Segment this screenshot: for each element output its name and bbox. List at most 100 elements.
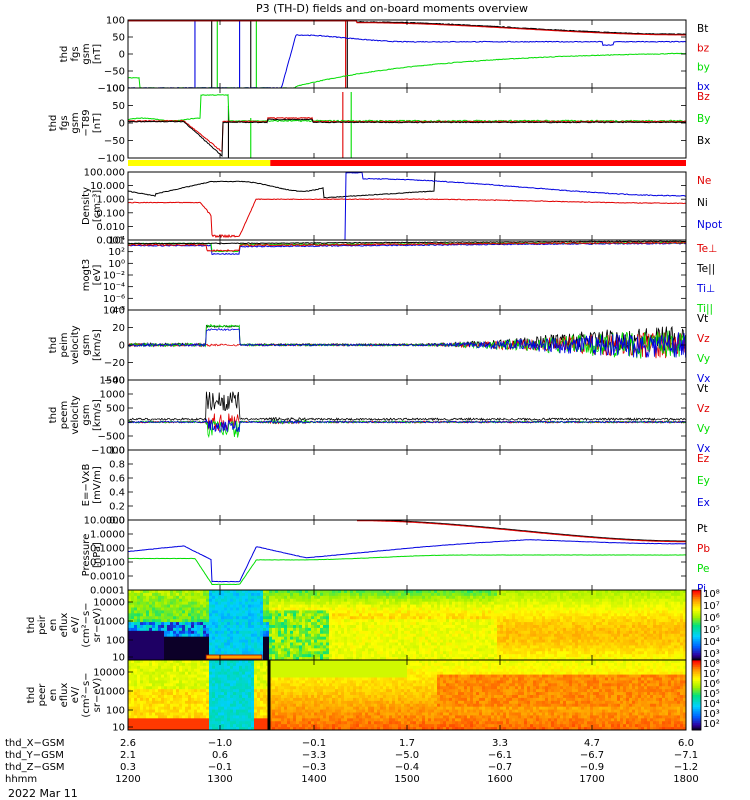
panel-pressure-line-pe [128, 554, 687, 586]
x-axis-row-label: thd_Z−GSM [5, 762, 65, 773]
panel-fgs-gsm-t89-ytick: −100 [98, 154, 125, 165]
panel-peir-en-colorbar-tick: 10⁴ [703, 637, 720, 648]
panel-fgs-gsm-t89-legend-0: Bz [697, 91, 710, 103]
x-axis-value: 1800 [673, 774, 698, 785]
x-axis-value: 1700 [579, 774, 604, 785]
panel-peem-velocity-line-vt [127, 391, 686, 423]
x-axis-value: 1.7 [399, 738, 415, 749]
panel-fgs-gsm-ytick: 100 [106, 16, 125, 27]
panel-peim-velocity-line-vy [127, 324, 686, 359]
panel-peem-velocity-legend-1: Vz [697, 403, 710, 415]
panel-temperature-ytick: 10⁰ [108, 259, 125, 270]
panel-pressure: 10.0000 1.0000 0.1000 0.0100 0.0010 0.0001 Pre… [81, 516, 710, 597]
panel-fgs-gsm: 100 50 0 −50 −100 thdfgsgsm[nT] Bt bz by bx [59, 16, 710, 95]
x-axis-value: 1200 [115, 774, 140, 785]
mode-bar-slow [128, 160, 271, 166]
panel-peir-en-energy-marker [205, 654, 263, 660]
panel-efield-ytick: 0.4 [109, 488, 125, 499]
x-axis-row-label: thd_Y−GSM [5, 750, 64, 761]
panel-density-ytick: 1.000 [96, 195, 125, 206]
panel-peim-velocity-legend-0: Vt [697, 313, 708, 325]
panel-peem-velocity-ytick: 0 [119, 418, 125, 429]
panel-peim-velocity-ytick: 20 [112, 323, 125, 334]
panel-peer-en-ytick: 100 [106, 706, 125, 717]
panel-density-ylabel: Density[cm⁻³] [81, 187, 103, 225]
x-axis-value: −0.9 [580, 762, 604, 773]
panel-temperature-legend-1: Te|| [696, 263, 715, 275]
panel-pressure-ytick: 1.0000 [90, 530, 125, 541]
panel-pressure-ytick: 0.0010 [90, 572, 125, 583]
panel-peir-en-ylabel: thdpeirenefluxeV/(cm²−s−sr−eV) [26, 602, 103, 647]
panel-peir-en-ytick: 1000 [100, 617, 125, 628]
panel-temperature-ytick: 10⁻² [103, 271, 125, 282]
panel-fgs-gsm-t89-line-by [128, 93, 687, 123]
x-axis-value: −1.0 [208, 738, 232, 749]
panel-temperature-ytick: 10⁻⁸ [103, 306, 125, 317]
panel-temperature-ylabel: mogt3[eV] [81, 259, 103, 292]
x-axis-value: −3.3 [302, 750, 326, 761]
panel-pressure-ytick: 10.0000 [84, 516, 125, 527]
panel-peir-en-colorbar-tick: 10⁷ [703, 601, 720, 612]
panel-fgs-gsm-ytick: 0 [119, 50, 125, 61]
x-axis-value: −0.1 [302, 738, 326, 749]
panel-pressure-ytick: 0.1000 [90, 544, 125, 555]
panel-temperature-legend-0: Te⊥ [696, 243, 717, 255]
x-axis-annotations: thd_X−GSM 2.6 −1.0 −0.1 1.7 3.3 4.7 6.0 thd_Y−GS… [5, 738, 699, 785]
panel-density: 100.000 10.000 1.000 0.100 0.010 0.001 Density… [81, 168, 722, 247]
panel-peim-velocity-legend-1: Vz [697, 333, 710, 345]
panel-peem-velocity-ylabel: thdpeemvelocitygsm[km/s] [48, 395, 103, 434]
x-axis-value: −6.7 [580, 750, 604, 761]
panel-density-line-npot [342, 171, 686, 241]
x-axis-value: −0.1 [208, 762, 232, 773]
panel-efield: 1.0 0.8 0.6 0.4 0.2 0.0 E=−VxB[mV/m] Ez Ey Ex [81, 446, 710, 527]
panel-peer-en-colorbar-tick: 10⁴ [703, 699, 720, 710]
panel-peem-velocity-legend-0: Vt [697, 383, 708, 395]
x-axis-value: 1300 [207, 774, 232, 785]
panel-efield-ytick: 0.2 [109, 502, 125, 513]
panel-fgs-gsm-t89-ytick: −50 [104, 136, 125, 147]
panel-peer-en-colorbar [691, 659, 702, 731]
panel-peim-velocity-ytick: −40 [104, 376, 125, 387]
panel-efield-legend-1: Ey [697, 475, 710, 487]
panel-temperature-legend-2: Ti⊥ [696, 283, 715, 295]
panel-pressure-ytick: 0.0001 [90, 586, 125, 597]
panel-peem-velocity-line-vx [127, 418, 686, 434]
panel-fgs-gsm-legend-3: bx [697, 81, 710, 93]
panel-fgs-gsm-legend-2: by [697, 62, 710, 74]
x-axis-value: 1500 [394, 774, 419, 785]
panel-pressure-legend-2: Pe [697, 563, 709, 575]
panel-fgs-gsm-t89-ytick: 100 [106, 84, 125, 95]
panel-peir-en-colorbar-tick: 10⁵ [703, 625, 720, 636]
x-axis-value: 6.0 [678, 738, 694, 749]
panel-density-ytick: 0.010 [96, 222, 125, 233]
panel-peim-velocity-ytick: 0 [119, 341, 125, 352]
panel-density-ytick: 0.001 [96, 236, 125, 247]
panel-peir-en-ytick: 10000 [93, 598, 125, 609]
panel-pressure-line-pi [127, 539, 687, 583]
panel-peem-velocity: 1500 1000 500 0 −500 −1000 thdpeemvelocitygsm[… [48, 376, 710, 457]
panel-fgs-gsm-t89-legend-1: By [697, 113, 710, 125]
x-axis-value: 2.1 [120, 750, 136, 761]
panel-temperature-ytick: 10⁴ [108, 236, 125, 247]
panel-fgs-gsm-t89: 100 50 0 −50 −100 thdfgsgsm−T89[nT] Bz By Bx [48, 84, 710, 165]
panel-efield-ytick: 0.8 [109, 460, 125, 471]
panel-fgs-gsm-t89-line-bx [127, 118, 687, 157]
panel-efield-ytick: 0.6 [109, 474, 125, 485]
panel-peer-en-colorbar-tick: 10⁷ [703, 669, 720, 680]
panel-fgs-gsm-ytick: −100 [98, 84, 125, 95]
panel-efield-ylabel: E=−VxB[mV/m] [81, 464, 103, 507]
panel-peer-en-ylabel: thdpeerenefluxeV/(cm²−s−sr−eV) [26, 672, 103, 717]
panel-peim-velocity-legend-3: Vx [697, 373, 710, 385]
panel-peer-en-colorbar-tick: 10³ [703, 709, 720, 720]
panel-peim-velocity-legend-2: Vy [697, 353, 710, 365]
panel-peir-en-spectrogram [128, 590, 687, 661]
panel-density-ytick: 100.000 [84, 168, 125, 179]
panel-peem-velocity-ytick: 1000 [100, 390, 125, 401]
panel-temperature-ytick: 10⁻⁴ [103, 282, 125, 293]
x-axis-value: −1.2 [674, 762, 698, 773]
plot-title: P3 (TH-D) fields and on-board moments ov… [256, 2, 528, 15]
panel-peer-en-colorbar-tick: 10² [703, 719, 720, 730]
panel-efield-ytick: 0.0 [109, 516, 125, 527]
panel-peir-en: 10000 1000 100 10 thdpeirenefluxeV/(cm²−s−sr… [26, 589, 720, 664]
